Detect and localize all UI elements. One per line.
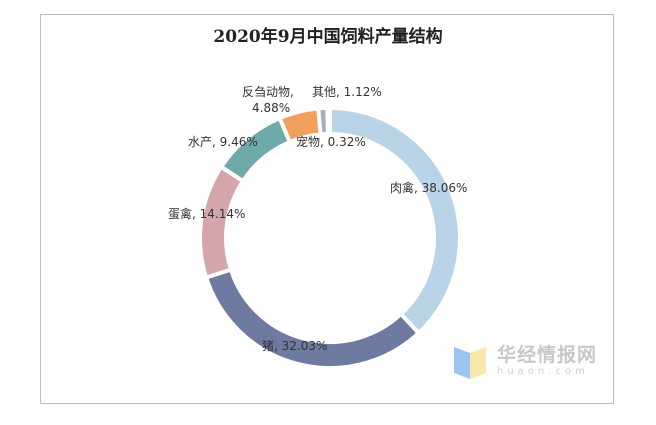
donut-slice (325, 105, 332, 137)
watermark-name: 华经情报网 (497, 344, 598, 366)
watermark-logo-icon (454, 347, 486, 379)
donut-slice (218, 115, 293, 184)
data-label: 肉禽, 38.06% (390, 180, 467, 195)
data-label: 反刍动物, (242, 85, 294, 99)
data-label: 蛋禽, 14.14% (168, 206, 245, 221)
data-label: 宠物, 0.32% (296, 134, 366, 149)
donut-slice (198, 164, 246, 281)
donut-slice (203, 267, 422, 370)
data-label: 猪, 32.03% (262, 339, 327, 353)
watermark-domain: huaon.com (497, 366, 589, 377)
chart-frame (40, 14, 614, 404)
data-label: 其他, 1.12% (312, 85, 382, 99)
data-label: 4.88% (252, 101, 290, 115)
data-label: 水产, 9.46% (188, 135, 258, 149)
chart-title: 2020年9月中国饲料产量结构 (213, 27, 443, 47)
